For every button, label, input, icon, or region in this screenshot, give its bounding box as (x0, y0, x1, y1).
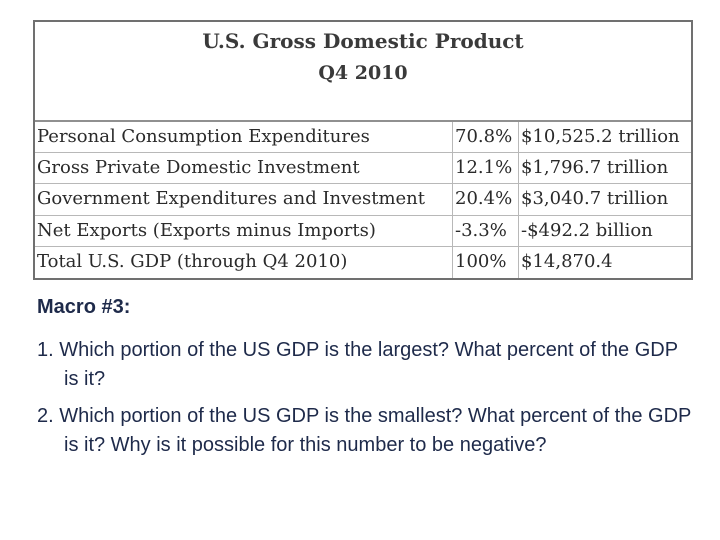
macro-title: Macro #3: (37, 296, 131, 318)
row-value: -$492.2 billion (521, 219, 653, 241)
row-value: $10,525.2 trillion (521, 126, 680, 147)
gdp-table: U.S. Gross Domestic Product Q4 2010 Pers… (33, 20, 693, 280)
table-body: Personal Consumption Expenditures 70.8% … (35, 122, 691, 278)
row-percent: 12.1% (453, 153, 519, 184)
row-label: Net Exports (Exports minus Imports) (35, 215, 453, 246)
table-title: U.S. Gross Domestic Product (202, 29, 524, 53)
table-header: U.S. Gross Domestic Product Q4 2010 (35, 22, 691, 122)
macro-questions: Macro #3: 1. Which portion of the US GDP… (37, 292, 697, 468)
table-row: Total U.S. GDP (through Q4 2010) 100% $1… (35, 246, 691, 278)
row-percent: -3.3% (453, 215, 519, 246)
row-value: $1,796.7 trillion (521, 157, 669, 179)
table-row: Gross Private Domestic Investment 12.1% … (35, 153, 691, 185)
row-percent: 70.8% (453, 122, 519, 153)
row-percent: 100% (453, 246, 519, 278)
row-value: $14,870.4 (521, 250, 613, 272)
row-label: Gross Private Domestic Investment (35, 153, 453, 184)
question-1: 1. Which portion of the US GDP is the la… (37, 339, 678, 390)
row-label: Personal Consumption Expenditures (35, 122, 453, 153)
row-label: Total U.S. GDP (through Q4 2010) (35, 246, 453, 278)
table-row: Net Exports (Exports minus Imports) -3.3… (35, 215, 691, 247)
table-subtitle: Q4 2010 (318, 62, 408, 84)
table-row: Government Expenditures and Investment 2… (35, 184, 691, 216)
question-2: 2. Which portion of the US GDP is the sm… (37, 405, 692, 456)
row-percent: 20.4% (453, 184, 519, 215)
row-value: $3,040.7 trillion (521, 188, 669, 210)
table-row: Personal Consumption Expenditures 70.8% … (35, 122, 691, 154)
row-label: Government Expenditures and Investment (35, 184, 453, 215)
